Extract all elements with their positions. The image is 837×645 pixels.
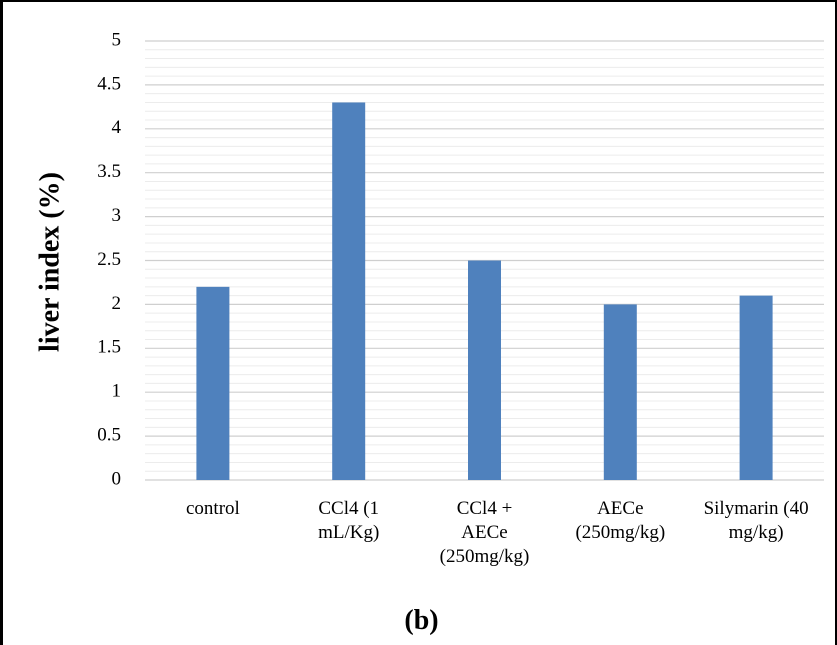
y-tick-label: 3.5 [97, 161, 121, 182]
y-tick-label: 1 [112, 381, 122, 402]
y-tick-labels: 0 0.5 1 1.5 2 2.5 3 3.5 4 4.5 5 [97, 29, 121, 489]
bar [332, 102, 366, 481]
x-category-label: CCl4 (1 mL/Kg) [318, 498, 379, 543]
bar [603, 304, 637, 480]
panel-label: (b) [404, 605, 439, 636]
bars [196, 102, 773, 481]
bar-chart: 0 0.5 1 1.5 2 2.5 3 3.5 4 4.5 5 control CCl4 (1 mL/K… [34, 29, 824, 567]
x-category-label: control [186, 498, 240, 519]
y-tick-label: 0 [112, 468, 122, 489]
y-tick-label: 2.5 [97, 249, 121, 270]
y-tick-label: 3 [112, 205, 122, 226]
y-tick-label: 4.5 [97, 73, 121, 94]
bar [739, 295, 773, 480]
x-category-label: CCl4 + AECe (250mg/kg) [440, 498, 530, 567]
y-tick-label: 5 [112, 29, 122, 50]
y-axis-label: liver index (%) [34, 172, 65, 352]
y-tick-label: 1.5 [97, 337, 121, 358]
bar [196, 286, 230, 480]
x-category-label: Silymarin (40 mg/kg) [704, 498, 809, 543]
x-category-label: AECe (250mg/kg) [575, 498, 665, 543]
x-category-labels: control CCl4 (1 mL/Kg) CCl4 + AECe (250mg/kg)… [186, 498, 809, 567]
y-tick-label: 0.5 [97, 424, 121, 445]
bar [468, 260, 501, 480]
y-tick-label: 4 [112, 117, 122, 138]
y-tick-label: 2 [112, 293, 122, 314]
